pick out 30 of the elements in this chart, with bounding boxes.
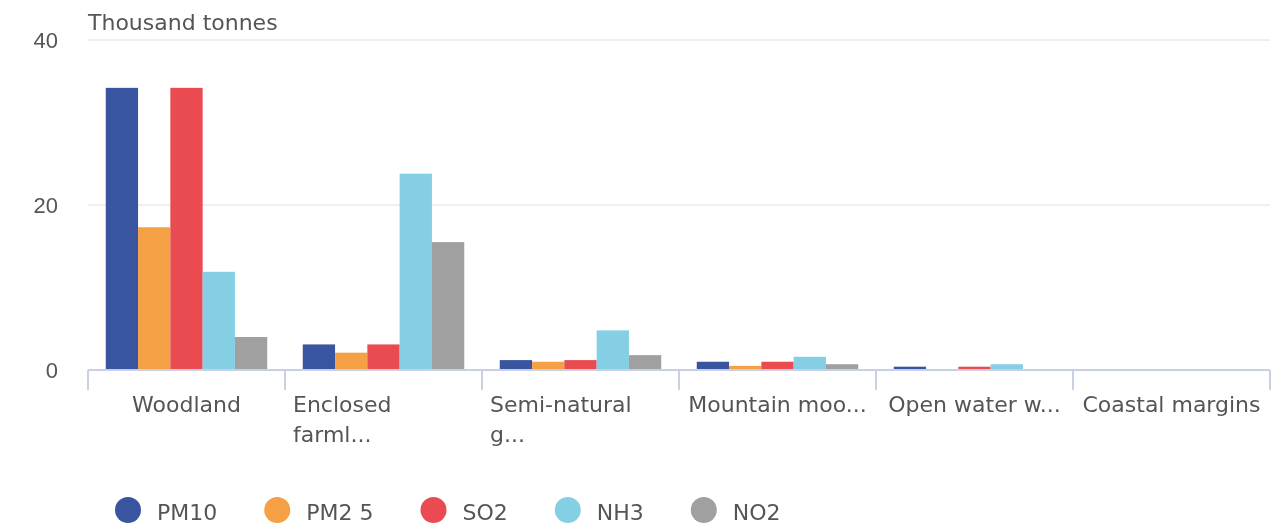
x-tick-label: Semi-natural g... <box>490 392 632 447</box>
x-tick-label: Mountain moo... <box>688 392 867 417</box>
x-tick-label: Enclosed farml... <box>293 392 392 447</box>
y-tick-label: 40 <box>33 27 58 53</box>
bar <box>564 360 597 370</box>
bar <box>499 360 533 370</box>
bar <box>105 87 139 370</box>
bar <box>399 173 432 370</box>
bar <box>793 356 826 370</box>
bar <box>138 227 171 370</box>
y-tick-label: 0 <box>45 357 58 383</box>
bar <box>367 344 400 370</box>
legend-label: NH3 <box>596 500 644 525</box>
x-tick-label: Coastal margins <box>1082 392 1261 417</box>
bar <box>431 242 465 370</box>
y-axis-title: Thousand tonnes <box>87 10 278 35</box>
legend-label: PM2 5 <box>306 500 374 525</box>
x-tick-label: Woodland <box>132 392 241 417</box>
bar <box>596 330 629 370</box>
bar <box>202 271 235 370</box>
bar <box>234 337 268 370</box>
bar <box>628 355 662 370</box>
x-tick-label: Open water w... <box>888 392 1061 417</box>
legend-label: NO2 <box>732 500 781 525</box>
bar <box>170 87 203 370</box>
bar <box>302 344 336 370</box>
legend-label: PM10 <box>157 500 218 525</box>
legend-label: SO2 <box>462 500 508 525</box>
bar <box>335 352 368 370</box>
y-tick-label: 20 <box>33 192 58 218</box>
